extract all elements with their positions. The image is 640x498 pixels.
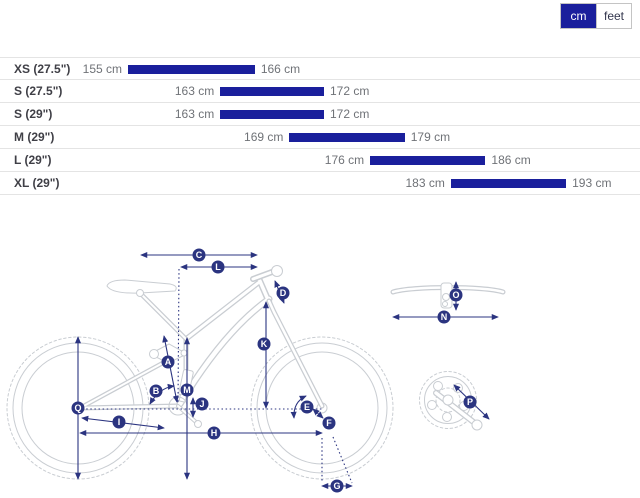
svg-text:D: D [280,288,287,298]
min-height-label: 176 cm [324,153,365,167]
max-height-label: 186 cm [491,153,531,167]
marker-q: Q [71,401,85,415]
min-height-label: 155 cm [82,62,122,76]
size-row: XL (29") 183 cm 193 cm [0,172,640,195]
unit-toggle: cm feet [560,3,632,29]
height-range-bar [289,133,405,142]
size-chart: XS (27.5") 155 cm 166 cm S (27.5") 163 cm 172… [0,57,640,195]
seat-axis-dotted-line [177,268,180,405]
size-row: S (27.5") 163 cm 172 cm [0,80,640,103]
steering-axis-dotted-line [332,436,353,484]
grip-icon [271,265,283,277]
svg-text:Q: Q [74,403,81,413]
svg-text:G: G [333,481,340,491]
max-height-label: 193 cm [572,176,612,190]
max-height-label: 179 cm [410,130,451,144]
size-row: XS (27.5") 155 cm 166 cm [0,57,640,80]
marker-f: F [322,416,336,430]
svg-text:I: I [118,417,121,427]
min-height-label: 169 cm [244,130,284,144]
marker-p: P [463,395,477,409]
marker-l: L [211,260,225,274]
height-range-bar [370,156,486,165]
size-row: S (29") 163 cm 172 cm [0,103,640,126]
frame-size-label: S (29") [14,107,53,121]
svg-text:N: N [441,312,448,322]
unit-feet-button[interactable]: feet [596,4,631,28]
marker-h: H [207,426,221,440]
height-range-bar [220,87,324,96]
dim-fork-offset-line [312,408,324,419]
svg-text:F: F [326,418,332,428]
marker-e: E [300,400,314,414]
svg-text:P: P [467,397,473,407]
min-height-label: 183 cm [405,176,445,190]
marker-o: O [449,288,463,302]
svg-text:H: H [211,428,218,438]
unit-cm-button[interactable]: cm [561,4,596,28]
marker-g: G [330,479,344,493]
handlebar [390,282,506,309]
saddle-seatpost [106,279,189,342]
svg-text:O: O [452,290,459,300]
max-height-label: 172 cm [330,84,370,98]
marker-c: C [192,248,206,262]
fork [266,298,325,409]
svg-text:L: L [215,262,221,272]
frame-size-label: L (29") [14,153,52,167]
svg-text:B: B [153,386,160,396]
svg-text:J: J [199,399,204,409]
bike-geometry-diagram: A B C D E F G H I J K L M N O P Q [6,248,506,493]
dimension-markers: A B C D E F G H I J K L M N O P Q [71,248,477,493]
height-range-bar [220,110,324,119]
svg-text:K: K [261,339,268,349]
svg-text:C: C [196,250,203,260]
marker-n: N [437,310,451,324]
marker-m: M [180,383,194,397]
max-height-label: 172 cm [330,107,370,121]
frame-size-label: XL (29") [14,176,60,190]
frame-size-label: M (29") [14,130,55,144]
marker-k: K [257,337,271,351]
height-range-bar [128,65,255,74]
stem [250,265,283,282]
max-height-label: 166 cm [260,62,301,76]
svg-text:E: E [304,402,310,412]
height-range-bar [450,179,567,188]
svg-text:M: M [183,385,191,395]
min-height-label: 163 cm [174,84,215,98]
marker-j: J [195,397,209,411]
frame-size-label: XS (27.5") [14,62,71,76]
size-row: L (29") 176 cm 186 cm [0,149,640,172]
marker-i: I [112,415,126,429]
dim-head-angle-arc [290,395,307,419]
marker-d: D [276,286,290,300]
marker-b: B [149,384,163,398]
svg-text:A: A [165,357,172,367]
min-height-label: 163 cm [174,107,215,121]
marker-a: A [161,355,175,369]
size-row: M (29") 169 cm 179 cm [0,126,640,149]
frame-size-label: S (27.5") [14,84,63,98]
